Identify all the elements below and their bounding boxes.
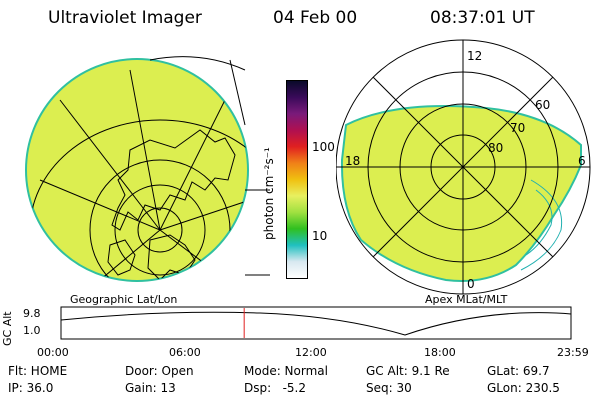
altitude-ytick-high: 9.8	[23, 307, 41, 320]
mlt-label-12: 12	[467, 49, 482, 63]
altitude-curve	[60, 311, 572, 336]
time-label: 08:37:01 UT	[430, 8, 535, 28]
status-mode: Mode: Normal	[244, 364, 328, 378]
colorbar-unit-label: photon cm⁻²s⁻¹	[262, 147, 276, 240]
geographic-image	[25, 56, 270, 282]
xtick-1200: 12:00	[295, 346, 327, 359]
status-seq: Seq: 30	[366, 381, 412, 395]
colorbar-tick-10: 10	[312, 229, 328, 243]
altitude-ylabel: GC Alt	[1, 311, 14, 346]
polar-plot: 12 18 6 0 60 70 80	[336, 39, 591, 295]
colorbar-gradient	[287, 81, 307, 278]
status-gc-alt: GC Alt: 9.1 Re	[366, 364, 450, 378]
geographic-caption: Geographic Lat/Lon	[70, 293, 178, 306]
date-label: 04 Feb 00	[273, 8, 358, 28]
altitude-ytick-low: 1.0	[23, 324, 41, 337]
status-glat: GLat: 69.7	[487, 364, 550, 378]
mlt-label-18: 18	[345, 154, 360, 168]
lat-label-70: 70	[510, 121, 525, 135]
xtick-2359: 23:59	[557, 346, 589, 359]
mlt-label-6: 6	[578, 154, 586, 168]
colorbar-tick-100: 100	[312, 140, 335, 154]
lat-label-80: 80	[488, 141, 503, 155]
status-glon: GLon: 230.5	[487, 381, 560, 395]
xtick-0000: 00:00	[37, 346, 69, 359]
status-door: Door: Open	[125, 364, 194, 378]
geographic-fill	[25, 58, 249, 282]
status-dsp: Dsp: -5.2	[244, 381, 307, 395]
instrument-title: Ultraviolet Imager	[48, 8, 202, 28]
xtick-1800: 18:00	[424, 346, 456, 359]
mlt-label-0: 0	[467, 277, 475, 291]
apex-caption: Apex MLat/MLT	[425, 293, 508, 306]
xtick-0600: 06:00	[169, 346, 201, 359]
altitude-plot	[60, 306, 572, 340]
status-gain: Gain: 13	[125, 381, 176, 395]
status-flt: Flt: HOME	[8, 364, 68, 378]
status-ip: IP: 36.0	[8, 381, 54, 395]
colorbar	[286, 80, 308, 279]
lat-label-60: 60	[535, 98, 550, 112]
auroral-region	[340, 105, 582, 282]
